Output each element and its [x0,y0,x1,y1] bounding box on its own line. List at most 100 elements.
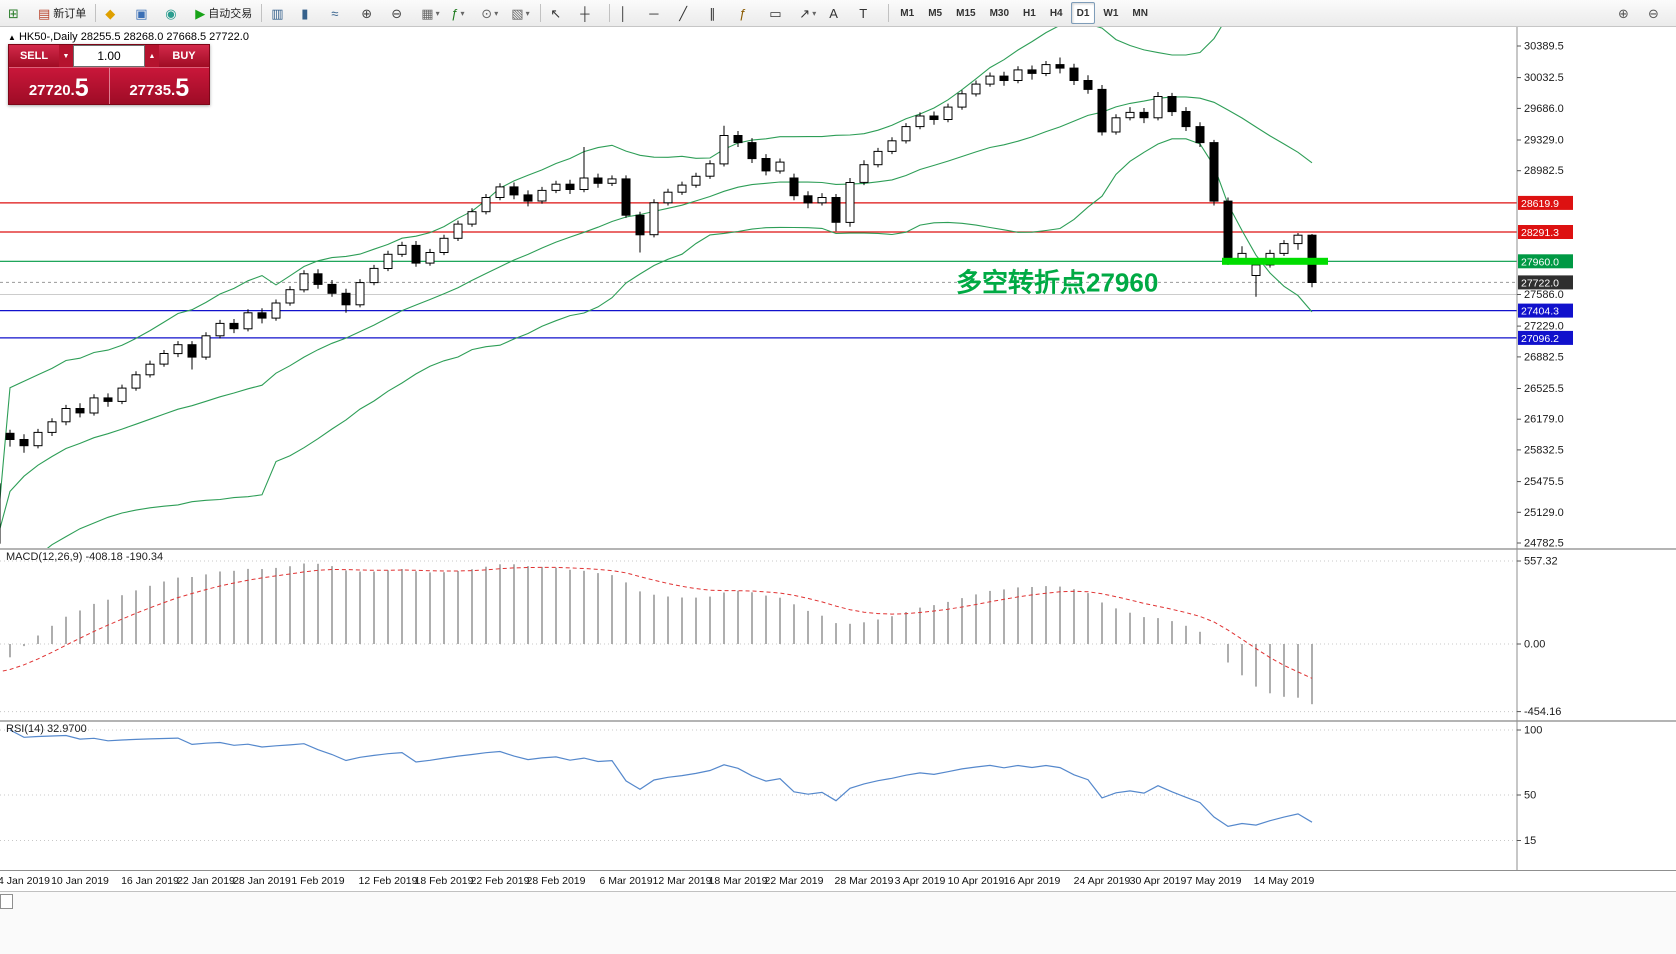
template-icon: ▧ [511,5,524,21]
buy-price-button[interactable]: 27735. 5 [109,68,209,104]
volume-decrease-button[interactable]: ▼ [59,45,73,67]
new-order-button[interactable]: ▤ 新订单 [34,1,90,25]
community-button[interactable]: ▣ [131,1,159,25]
timeframe-button-m5[interactable]: M5 [928,7,943,19]
chart-background [0,27,1676,548]
date-axis-label: 12 Feb 2019 [358,875,418,887]
bull-candle-body [845,182,855,223]
price-tick-label: 28982.5 [1524,165,1564,177]
zoom-out-icon: ⊖ [391,5,403,21]
macd-axis-label: 0.00 [1524,639,1545,651]
tile-windows-button[interactable]: ▦ ▾ [417,1,445,25]
rsi-axis-label: 100 [1524,725,1542,737]
macd-indicator-panel[interactable]: 557.32 0.00 -454.16 [0,548,1676,720]
vertical-line-button[interactable]: │ [615,1,643,25]
volume-increase-button[interactable]: ▲ [145,45,159,67]
bear-candle-body [1069,67,1079,81]
price-badge-label: 27404.3 [1521,306,1559,318]
bull-candle-body [481,197,491,213]
periods-button[interactable]: ⊙ ▾ [477,1,505,25]
date-axis-label: 4 Jan 2019 [0,875,50,887]
text-label-button[interactable]: T [855,1,883,25]
timeframe-button-h4[interactable]: H4 [1049,7,1063,19]
text-button[interactable]: A [825,1,853,25]
crosshair-button[interactable]: ┼ [576,1,604,25]
candlestick-chart-button[interactable]: ▮ [297,1,325,25]
bull-candle-body [901,126,911,142]
bear-candle-body [803,195,813,204]
autotrading-button[interactable]: ▶ 自动交易 [191,1,256,25]
timeframe-button-h1[interactable]: H1 [1023,7,1036,19]
price-badge-label: 28291.3 [1521,227,1559,239]
date-axis-label: 28 Mar 2019 [834,875,894,887]
bull-candle-body [467,211,477,225]
buy-button[interactable]: BUY [159,45,209,67]
panel-separator[interactable] [0,548,1676,550]
bull-candle-body [537,189,547,202]
line-chart-button[interactable]: ≈ [327,1,355,25]
bull-candle-body [649,202,659,236]
horizontal-line-button[interactable]: ─ [645,1,673,25]
bull-candle-body [775,161,785,172]
bear-candle-body [75,408,85,414]
bear-candle-body [313,273,323,285]
bull-candle-body [145,363,155,376]
sell-price-button[interactable]: 27720. 5 [9,68,110,104]
timeframe-button-m15[interactable]: M15 [956,7,976,19]
zoom-in-button[interactable]: ⊕ [357,1,385,25]
main-price-chart[interactable]: 多空转折点27960 30389.5 30032.5 29686.0 29329.0 28… [0,27,1676,548]
date-axis-label: 18 Mar 2019 [708,875,768,887]
templates-button[interactable]: ▧ ▾ [507,1,535,25]
bear-candle-body [187,344,197,358]
bear-candle-body [789,177,799,197]
pivot-highlight-line[interactable] [1222,257,1328,265]
shapes-button[interactable]: ▭ [765,1,793,25]
bull-candle-body [89,397,99,414]
bull-candle-body [1293,234,1303,245]
indicators-button[interactable]: ƒ ▾ [447,1,475,25]
rsi-indicator-panel[interactable]: 100 50 15 [0,720,1676,870]
fibonacci-button[interactable]: ƒ [735,1,763,25]
date-axis-label: 22 Mar 2019 [764,875,824,887]
date-axis-label: 18 Feb 2019 [414,875,474,887]
arrows-button[interactable]: ↗ ▾ [795,1,823,25]
mql5-market-button[interactable]: ◆ [101,1,129,25]
bull-candle-body [1111,117,1121,133]
timeframe-button-m30[interactable]: M30 [989,7,1010,19]
bear-candle-body [5,432,15,440]
timeframe-button-mn[interactable]: MN [1132,7,1148,19]
play-icon: ▶ [195,5,206,21]
bear-candle-body [565,183,575,190]
bear-candle-body [523,194,533,202]
bull-candle-body [215,322,225,337]
timeframe-button-d1[interactable]: D1 [1070,2,1096,24]
panel-separator[interactable] [0,720,1676,722]
person-icon: ▣ [135,5,148,21]
price-tick-label: 30032.5 [1524,72,1564,84]
timeframe-button-m1[interactable]: M1 [900,7,915,19]
window-zoom-in-button[interactable]: ⊕ [1614,1,1642,25]
new-chart-button[interactable]: ⊞ [4,1,32,25]
bar-chart-button[interactable]: ▥ [267,1,295,25]
bull-candle-body [33,431,43,447]
price-tick-label: 26525.5 [1524,383,1564,395]
zoom-in-icon: ⊕ [361,5,373,21]
volume-input[interactable] [73,45,145,67]
channel-button[interactable]: ∥ [705,1,733,25]
timeframe-button-w1[interactable]: W1 [1103,7,1119,19]
zoom-out-button[interactable]: ⊖ [387,1,415,25]
trendline-button[interactable]: ╱ [675,1,703,25]
time-axis[interactable]: 4 Jan 2019 10 Jan 2019 16 Jan 2019 22 Jan 2… [0,870,1676,891]
bull-candle-body [607,178,617,184]
bear-candle-body [411,244,421,264]
sell-button[interactable]: SELL [9,45,59,67]
window-zoom-out-button[interactable]: ⊖ [1644,1,1672,25]
cursor-button[interactable]: ↖ [546,1,574,25]
price-badge [1518,195,1573,210]
macd-main-value: -408.18 [85,551,123,563]
pivot-annotation-text[interactable]: 多空转折点27960 [956,267,1158,297]
macd-label: MACD(12,26,9) -408.18 -190.34 [6,551,163,563]
one-click-collapse-arrow[interactable]: ▲ [8,33,16,42]
news-button[interactable]: ◉ [161,1,189,25]
bear-candle-body [229,322,239,330]
